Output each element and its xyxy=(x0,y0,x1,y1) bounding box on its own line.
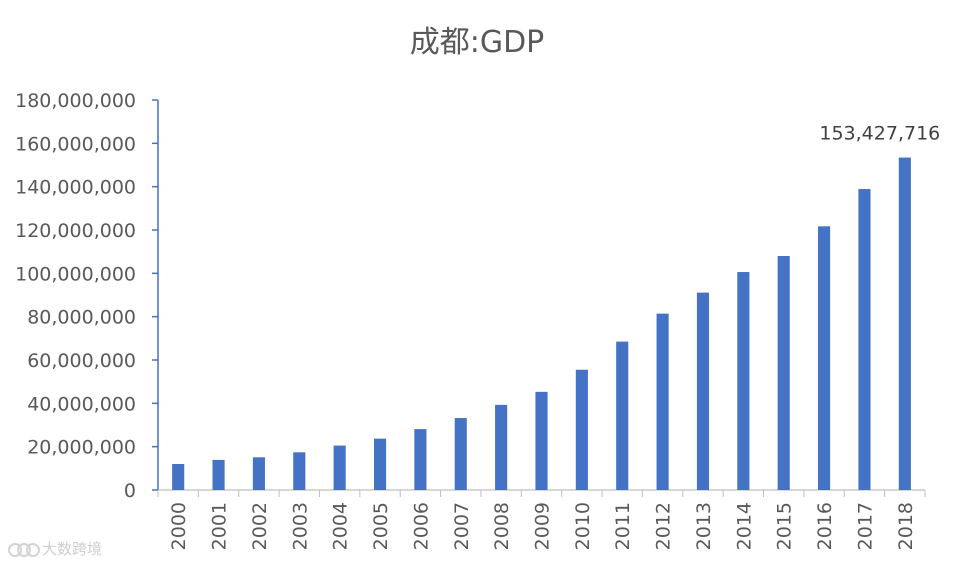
x-tick-label: 2008 xyxy=(491,502,513,550)
bar xyxy=(535,391,548,490)
x-tick-label: 2007 xyxy=(451,502,473,550)
bar xyxy=(252,457,265,490)
x-tick-label: 2018 xyxy=(895,502,917,550)
x-tick-label: 2005 xyxy=(370,502,392,550)
data-labels: 153,427,716 xyxy=(819,123,940,145)
y-tick-label: 60,000,000 xyxy=(27,350,136,372)
bar xyxy=(373,438,387,490)
x-tick-label: 2010 xyxy=(572,502,594,550)
x-tick-label: 2014 xyxy=(733,502,755,550)
y-axis: 0 20,000,000 40,000,000 60,000,000 80,000,00… xyxy=(15,90,159,502)
bar xyxy=(293,452,306,490)
x-tick-label: 2013 xyxy=(693,502,715,550)
y-tick-label: 20,000,000 xyxy=(27,437,136,459)
y-tick-label: 120,000,000 xyxy=(15,220,136,242)
x-tick-label: 2000 xyxy=(168,502,190,550)
bar xyxy=(696,292,710,490)
x-axis: 2000 2001 2002 2003 2004 2005 2006 2007 2008 2009… xyxy=(157,489,926,550)
y-tick-label: 180,000,000 xyxy=(15,90,136,112)
bar xyxy=(575,369,588,490)
x-tick-label: 2002 xyxy=(249,502,271,550)
watermark-text: 大数跨境 xyxy=(42,540,103,558)
chart-title: 成都:GDP xyxy=(410,25,545,60)
bar xyxy=(454,418,467,490)
bar xyxy=(172,464,185,490)
bar xyxy=(212,459,225,490)
data-label: 153,427,716 xyxy=(819,123,940,145)
y-tick-label: 100,000,000 xyxy=(15,263,136,285)
y-tick-label: 40,000,000 xyxy=(27,393,136,415)
y-tick-label: 160,000,000 xyxy=(15,133,136,155)
y-tick-label: 140,000,000 xyxy=(15,177,136,199)
y-tick-label: 0 xyxy=(124,480,136,502)
bar xyxy=(414,429,427,490)
x-tick-label: 2016 xyxy=(814,502,836,550)
x-tick-label: 2011 xyxy=(612,502,634,550)
bar xyxy=(777,256,790,490)
bar xyxy=(656,313,669,490)
x-tick-label: 2001 xyxy=(209,502,231,550)
bar xyxy=(898,157,911,490)
bar xyxy=(495,404,508,490)
bar xyxy=(333,445,346,490)
x-tick-label: 2006 xyxy=(410,502,432,550)
bar-series xyxy=(172,157,911,491)
watermark-logo-icon xyxy=(8,539,40,559)
bar xyxy=(737,272,750,490)
bar xyxy=(858,189,871,491)
watermark: 大数跨境 xyxy=(8,538,102,559)
bar xyxy=(616,341,629,490)
x-tick-label: 2009 xyxy=(532,502,554,550)
y-tick-label: 80,000,000 xyxy=(27,307,136,329)
x-tick-label: 2004 xyxy=(330,502,352,550)
x-tick-label: 2017 xyxy=(854,502,876,550)
x-tick-label: 2003 xyxy=(289,502,311,550)
x-tick-label: 2015 xyxy=(774,502,796,550)
bar xyxy=(818,226,831,491)
x-tick-label: 2012 xyxy=(653,502,675,550)
